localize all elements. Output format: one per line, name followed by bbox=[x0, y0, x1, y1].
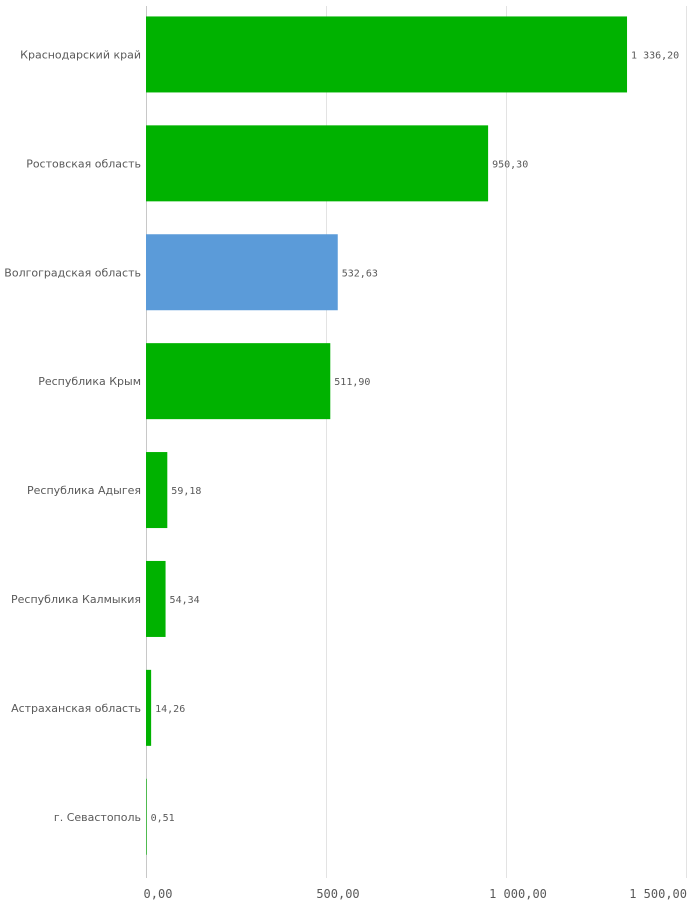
category-labels: Краснодарский край Ростовская область Волг… bbox=[4, 48, 141, 823]
data-label: 1 336,20 bbox=[631, 50, 679, 61]
category-label: Астраханская область bbox=[11, 702, 141, 715]
data-label: 532,63 bbox=[342, 268, 378, 279]
x-axis-ticks: 0,00 500,00 1 000,00 1 500,00 bbox=[144, 887, 687, 901]
data-label: 14,26 bbox=[155, 704, 185, 715]
bar[interactable] bbox=[146, 234, 338, 311]
data-label: 511,90 bbox=[334, 377, 370, 388]
bar[interactable] bbox=[146, 125, 489, 202]
data-label: 950,30 bbox=[492, 159, 528, 170]
bar[interactable] bbox=[146, 778, 147, 855]
category-label: Ростовская область bbox=[26, 157, 141, 170]
bar[interactable] bbox=[146, 669, 152, 746]
x-tick-label: 0,00 bbox=[144, 887, 173, 901]
category-label: г. Севастополь bbox=[54, 811, 141, 824]
category-label: Республика Калмыкия bbox=[11, 593, 141, 606]
x-tick-label: 1 500,00 bbox=[629, 887, 687, 901]
category-label: Волгоградская область bbox=[4, 266, 141, 279]
bar[interactable] bbox=[146, 452, 168, 529]
data-label: 54,34 bbox=[170, 595, 200, 606]
bar[interactable] bbox=[146, 343, 331, 420]
category-label: Республика Адыгея bbox=[27, 484, 141, 497]
bar[interactable] bbox=[146, 560, 166, 637]
category-label: Краснодарский край bbox=[20, 48, 141, 61]
category-label: Республика Крым bbox=[38, 375, 141, 388]
value-labels: 1 336,20 950,30 532,63 511,90 59,18 54,34 14,2… bbox=[151, 50, 680, 823]
x-tick-label: 500,00 bbox=[316, 887, 359, 901]
bar[interactable] bbox=[146, 16, 628, 93]
x-tick-label: 1 000,00 bbox=[489, 887, 547, 901]
data-label: 59,18 bbox=[171, 486, 201, 497]
bars bbox=[146, 16, 628, 855]
data-label: 0,51 bbox=[151, 813, 175, 824]
